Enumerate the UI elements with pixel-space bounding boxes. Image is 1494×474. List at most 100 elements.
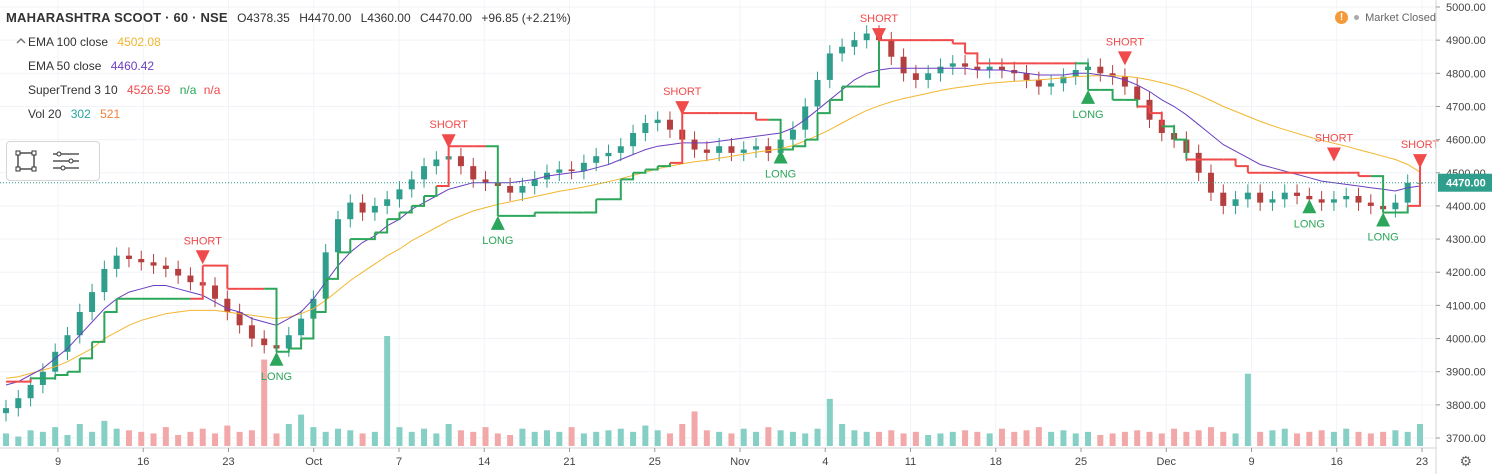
volume-bar <box>1367 433 1374 446</box>
candle-body <box>125 255 132 259</box>
indicator-volume[interactable]: Vol 20 302 521 <box>6 102 571 126</box>
time-axis-tick: 25 <box>649 456 661 468</box>
volume-bar <box>1023 430 1030 446</box>
supertrend-segment <box>1124 98 1139 107</box>
time-axis-tick: 23 <box>1416 456 1428 468</box>
candle-body <box>974 66 981 70</box>
volume-bar <box>925 435 932 446</box>
volume-bar <box>445 424 452 446</box>
candle-body <box>900 56 907 74</box>
market-status[interactable]: ! Market Closed <box>1335 11 1436 24</box>
time-axis-tick: 21 <box>563 456 575 468</box>
volume-bar <box>248 430 255 446</box>
long-signal-arrow <box>1302 199 1317 214</box>
volume-bar <box>347 430 354 446</box>
status-dot-icon <box>1354 15 1360 20</box>
volume-bar <box>544 430 551 446</box>
candle-body <box>421 166 428 180</box>
volume-bar <box>384 336 391 446</box>
volume-bar <box>285 424 292 446</box>
market-status-label: Market Closed <box>1365 11 1436 24</box>
volume-bar <box>900 433 907 446</box>
supertrend-segment <box>780 146 794 151</box>
supertrend-segment <box>411 195 426 207</box>
volume-bar <box>1171 428 1178 446</box>
volume-bar <box>1281 428 1288 446</box>
symbol-row: MAHARASHTRA SCOOT · 60 · NSE O4378.35 H4… <box>6 6 571 30</box>
candle-body <box>1035 79 1042 87</box>
candle-body <box>568 169 575 172</box>
volume-bar <box>863 431 870 446</box>
supertrend-segment <box>79 341 94 360</box>
candle-body <box>1232 199 1239 206</box>
supertrend-segment <box>583 199 598 214</box>
symbol-title[interactable]: MAHARASHTRA SCOOT · 60 · NSE <box>6 10 228 25</box>
price-axis-tick: 3800.00 <box>1446 400 1486 412</box>
warning-icon[interactable]: ! <box>1335 11 1349 24</box>
volume-bar <box>236 431 243 446</box>
volume-bar <box>519 428 526 446</box>
volume-bar <box>101 420 108 446</box>
drawing-toolbox <box>6 141 100 181</box>
indicator-supertrend[interactable]: SuperTrend 3 10 4526.59 n/a n/a <box>6 78 571 102</box>
supertrend-segment <box>743 112 758 120</box>
volume-bar <box>138 431 145 446</box>
collapse-chevron-icon[interactable] <box>14 34 28 48</box>
candle-body <box>1257 192 1264 203</box>
volume-bar <box>1060 430 1067 446</box>
chart-settings-icon[interactable]: ⚙ <box>1459 453 1472 469</box>
volume-bar <box>1035 427 1042 446</box>
price-axis-tick: 4700.00 <box>1446 101 1486 113</box>
supertrend-segment <box>965 52 979 64</box>
short-signal-arrow <box>1413 154 1427 169</box>
volume-bar <box>568 427 575 446</box>
volume-bar <box>986 433 993 446</box>
candle-body <box>716 146 723 153</box>
candle-body <box>248 325 255 339</box>
candle-body <box>1318 199 1325 203</box>
candle-body <box>138 258 145 263</box>
short-signal-arrow <box>871 28 886 43</box>
time-axis-tick: 9 <box>55 456 61 468</box>
candle-body <box>1023 73 1030 80</box>
candle-body <box>347 202 354 220</box>
indicator-ema50[interactable]: EMA 50 close 4460.42 <box>6 54 571 78</box>
supertrend-segment <box>792 139 807 148</box>
volume-bar <box>642 425 649 446</box>
candle-body <box>150 262 157 266</box>
long-signal-label: LONG <box>482 235 513 247</box>
indicator-ema100[interactable]: EMA 100 close 4502.08 <box>6 30 571 54</box>
volume-bar <box>89 431 96 446</box>
time-axis-tick: Oct <box>305 456 322 468</box>
short-signal-arrow <box>1326 147 1341 162</box>
time-axis-tick: 7 <box>396 456 402 468</box>
time-axis-tick: 23 <box>222 456 234 468</box>
rectangle-tool-icon[interactable] <box>15 150 37 172</box>
candle-body <box>765 146 772 153</box>
candle-body <box>1330 199 1337 203</box>
volume-bar <box>1072 433 1079 446</box>
indicator-value-2: 521 <box>100 107 121 121</box>
candle-body <box>27 384 34 399</box>
supertrend-segment <box>55 371 69 377</box>
short-signal-arrow <box>1117 51 1132 66</box>
volume-bar <box>1097 435 1104 446</box>
candle-body <box>396 189 403 200</box>
volume-bar <box>1220 431 1227 446</box>
volume-bar <box>396 427 403 446</box>
volume-bar <box>1232 433 1239 446</box>
indicator-label: EMA 100 close <box>28 35 109 49</box>
candle-body <box>519 186 526 193</box>
candle-body <box>617 146 624 153</box>
candle-body <box>666 119 673 130</box>
volume-bar <box>1121 431 1128 446</box>
candle-body <box>359 202 366 213</box>
settings-lines-icon[interactable] <box>51 150 81 172</box>
short-signal-arrow <box>195 250 210 265</box>
volume-bar <box>494 433 501 446</box>
candle-body <box>113 255 120 269</box>
candle-body <box>371 205 378 213</box>
supertrend-segment <box>805 113 819 141</box>
time-axis-tick: 18 <box>990 456 1002 468</box>
